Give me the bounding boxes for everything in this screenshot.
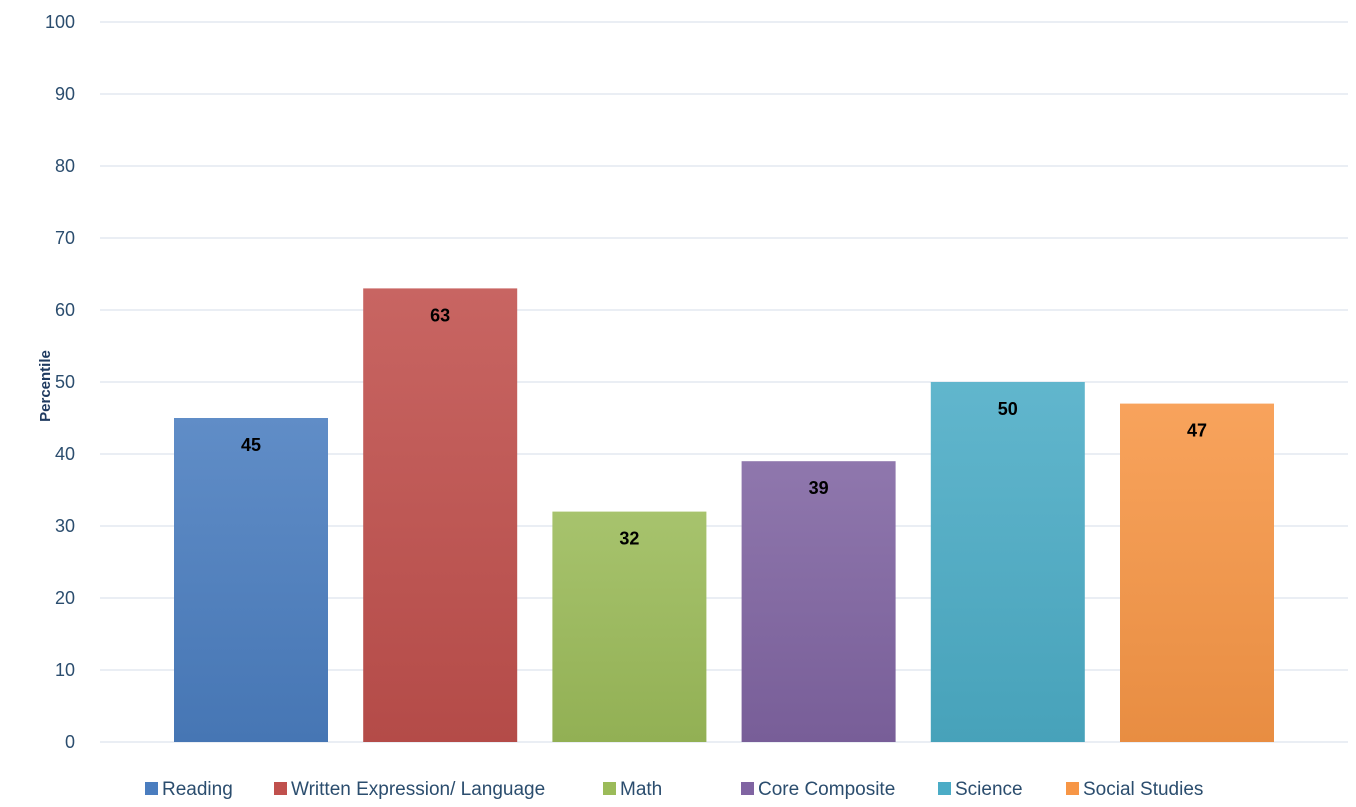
y-tick-label: 30 [55, 516, 75, 536]
legend-swatch [741, 782, 754, 795]
legend-swatch [274, 782, 287, 795]
legend-label: Science [955, 779, 1023, 800]
bar-math [552, 511, 707, 742]
legend-label: Math [620, 779, 662, 800]
y-tick-label: 50 [55, 372, 75, 392]
bar-core-composite [741, 461, 896, 742]
y-tick-label: 40 [55, 444, 75, 464]
legend-swatch [938, 782, 951, 795]
y-tick-label: 90 [55, 84, 75, 104]
data-labels: 45 63 32 39 50 47 [241, 305, 1207, 548]
y-tick-label: 0 [65, 732, 75, 752]
bar-written-expression-language [363, 288, 518, 742]
y-tick-label: 100 [45, 12, 75, 32]
bars [174, 288, 1274, 742]
legend-swatch [603, 782, 616, 795]
bar-social-studies [1120, 403, 1274, 742]
y-tick-label: 80 [55, 156, 75, 176]
y-tick-label: 10 [55, 660, 75, 680]
bar-reading [174, 418, 328, 742]
data-label: 45 [241, 435, 261, 455]
legend-label: Reading [162, 779, 233, 800]
data-label: 50 [998, 399, 1018, 419]
data-label: 47 [1187, 421, 1207, 441]
legend: Reading Written Expression/ Language Math C… [145, 779, 1203, 800]
legend-label: Core Composite [758, 779, 895, 800]
legend-label: Written Expression/ Language [291, 779, 545, 800]
data-label: 63 [430, 305, 450, 325]
y-axis-label: Percentile [37, 350, 54, 422]
legend-swatch [145, 782, 158, 795]
y-tick-label: 60 [55, 300, 75, 320]
y-axis-ticks: 0 10 20 30 40 50 60 70 80 90 100 [45, 12, 75, 752]
data-label: 32 [619, 529, 639, 549]
bar-science [930, 382, 1085, 742]
legend-label: Social Studies [1083, 779, 1203, 800]
legend-swatch [1066, 782, 1079, 795]
y-tick-label: 20 [55, 588, 75, 608]
y-tick-label: 70 [55, 228, 75, 248]
data-label: 39 [809, 478, 829, 498]
